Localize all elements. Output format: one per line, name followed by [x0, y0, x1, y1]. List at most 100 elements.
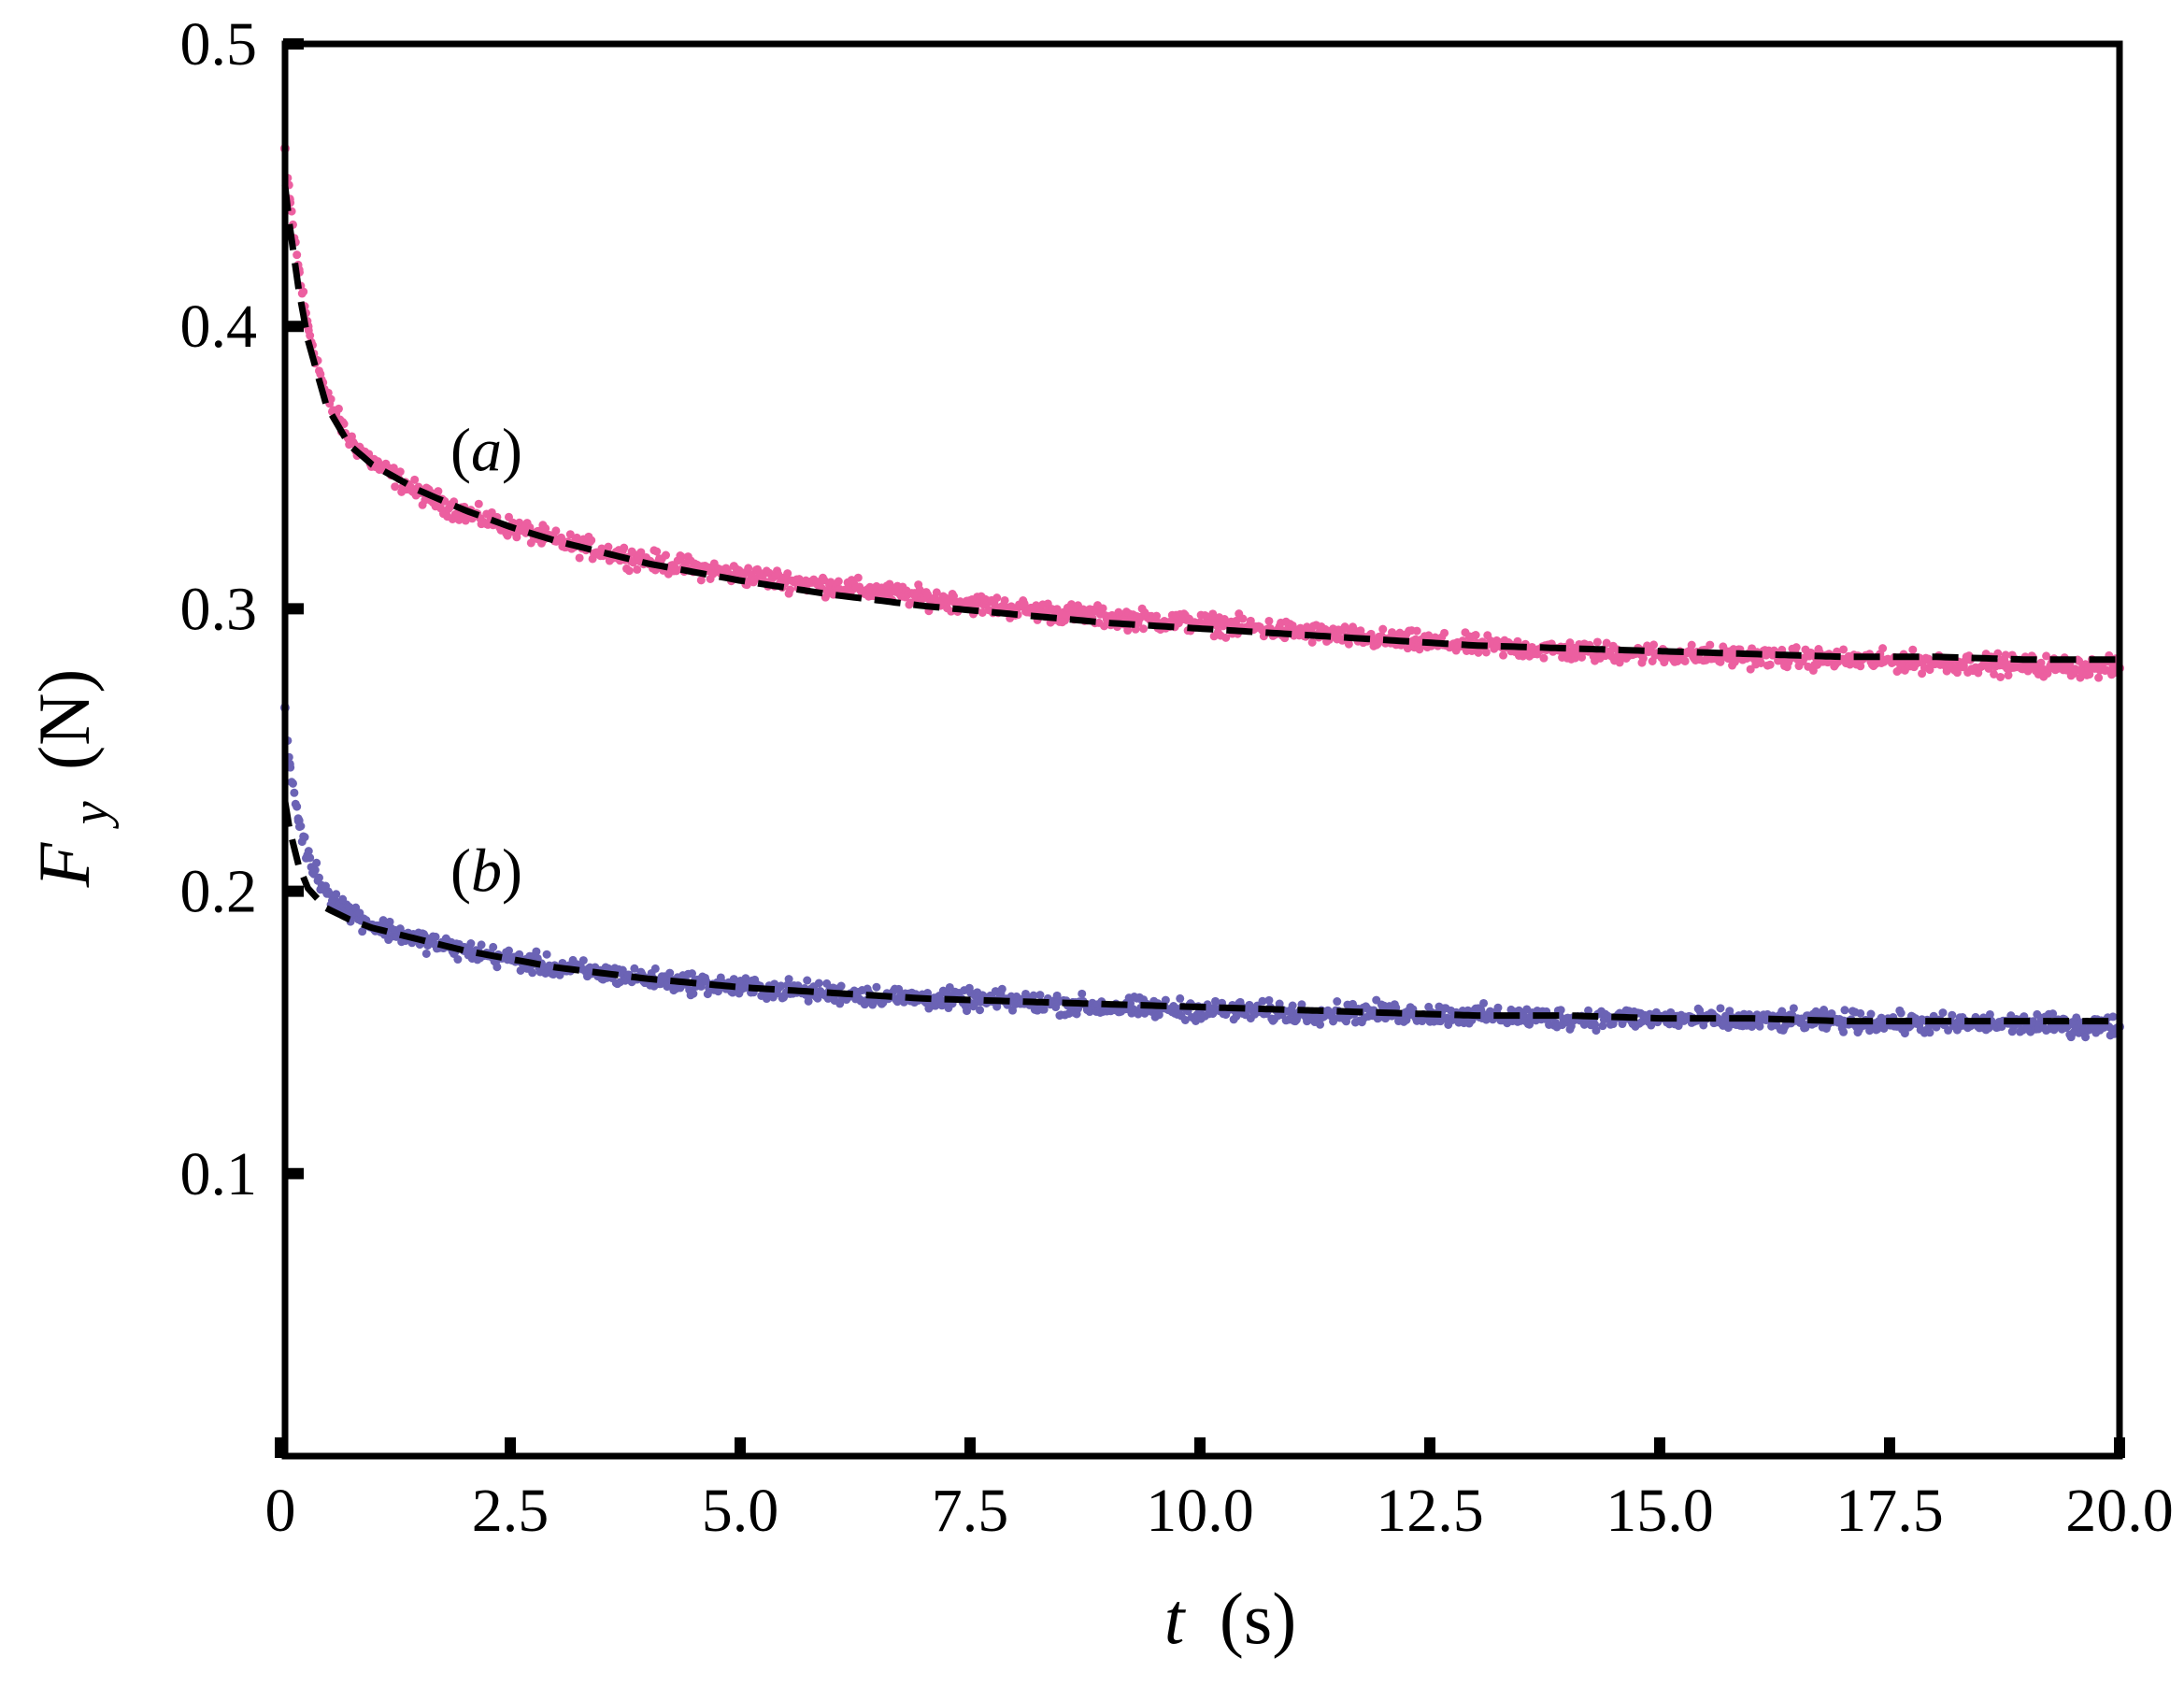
data-point: [1706, 640, 1715, 650]
data-point: [1716, 1004, 1725, 1013]
data-point: [1161, 995, 1170, 1005]
data-point: [1078, 989, 1087, 998]
x-tick-label: 10.0: [1146, 1477, 1254, 1545]
data-point: [300, 833, 309, 842]
data-point: [1499, 650, 1508, 660]
data-point: [304, 847, 313, 856]
fit-layer: [281, 184, 2120, 1025]
y-axis-unit: (N): [23, 669, 105, 770]
data-point: [516, 965, 525, 975]
data-point: [1840, 1006, 1849, 1015]
data-point: [310, 865, 320, 875]
data-point: [1525, 1020, 1535, 1029]
data-point: [1756, 658, 1765, 667]
y-axis-variable: F: [23, 841, 105, 888]
data-point: [492, 963, 502, 972]
data-point: [784, 975, 793, 984]
x-tick-label: 0: [265, 1477, 296, 1545]
data-point: [314, 873, 323, 882]
annotation-b: (b): [450, 837, 522, 906]
data-point: [1996, 672, 2006, 681]
data-point: [1777, 1007, 1787, 1016]
data-point: [306, 331, 315, 340]
data-point: [293, 250, 302, 260]
data-point: [689, 989, 698, 998]
x-tick-label: 15.0: [1606, 1477, 1714, 1545]
data-point: [836, 981, 846, 991]
y-tick-label: 0.3: [180, 575, 258, 643]
x-tick-label: 12.5: [1376, 1477, 1484, 1545]
data-point: [1602, 638, 1611, 648]
data-point: [1000, 595, 1009, 605]
data-point: [1180, 1015, 1190, 1024]
data-point: [1035, 991, 1045, 1000]
data-point: [1649, 640, 1659, 650]
data-point: [1765, 660, 1775, 669]
data-point: [1481, 648, 1491, 657]
data-point: [299, 287, 308, 296]
data-point: [587, 536, 596, 545]
data-point: [503, 531, 512, 540]
data-point: [1134, 1009, 1143, 1019]
data-point: [1925, 1028, 1934, 1037]
data-point: [1592, 637, 1602, 647]
x-axis-unit: (s): [1220, 1578, 1296, 1659]
data-point: [2085, 670, 2094, 679]
data-point: [2048, 1009, 2058, 1019]
data-point: [385, 917, 394, 926]
data-point: [1866, 1009, 1876, 1019]
data-point: [1316, 1020, 1325, 1029]
data-point: [661, 550, 670, 560]
data-point: [688, 969, 697, 979]
data-point: [1896, 1008, 1906, 1018]
data-point: [997, 984, 1006, 993]
data-point: [1952, 668, 1962, 678]
data-point: [1938, 1008, 1948, 1018]
data-point: [2004, 671, 2013, 680]
data-point: [1985, 1009, 1994, 1019]
data-point: [1029, 991, 1038, 1000]
data-point: [293, 802, 302, 811]
data-point: [434, 487, 443, 496]
fit-curve-b: [281, 800, 2120, 1025]
data-point: [532, 947, 541, 956]
y-tick-label: 0.1: [180, 1140, 258, 1208]
annotation-a: (a): [450, 416, 522, 484]
data-point: [528, 968, 537, 978]
data-point: [2108, 661, 2118, 670]
data-point: [515, 950, 524, 959]
data-point: [453, 955, 463, 964]
data-point: [1556, 1006, 1565, 1015]
data-point: [461, 516, 470, 525]
data-point: [1471, 631, 1480, 640]
data-point: [489, 942, 498, 951]
data-point: [1333, 997, 1342, 1007]
y-tick-label: 0.2: [180, 858, 258, 926]
data-point: [326, 394, 335, 404]
data-point: [826, 578, 835, 587]
data-point: [1584, 1006, 1593, 1015]
data-point: [1755, 1022, 1764, 1031]
data-point: [650, 964, 660, 973]
data-point: [358, 927, 367, 936]
data-point: [2081, 1033, 2091, 1042]
data-point: [1440, 628, 1449, 637]
data-point: [1493, 1003, 1503, 1012]
data-point: [421, 949, 431, 958]
data-point: [1307, 637, 1317, 647]
data-point: [665, 968, 675, 978]
data-point: [1990, 669, 1999, 679]
data-point: [2001, 650, 2010, 660]
data-point: [1716, 657, 1725, 666]
data-point: [1687, 640, 1696, 650]
y-axis-title: F y (N): [23, 669, 123, 889]
data-point: [1479, 998, 1489, 1007]
data-point: [1878, 644, 1888, 653]
data-point: [1098, 604, 1107, 613]
data-point: [1264, 616, 1274, 625]
data-point: [620, 543, 629, 552]
data-point: [504, 946, 513, 955]
data-point: [803, 976, 812, 985]
data-point: [1592, 1026, 1601, 1036]
